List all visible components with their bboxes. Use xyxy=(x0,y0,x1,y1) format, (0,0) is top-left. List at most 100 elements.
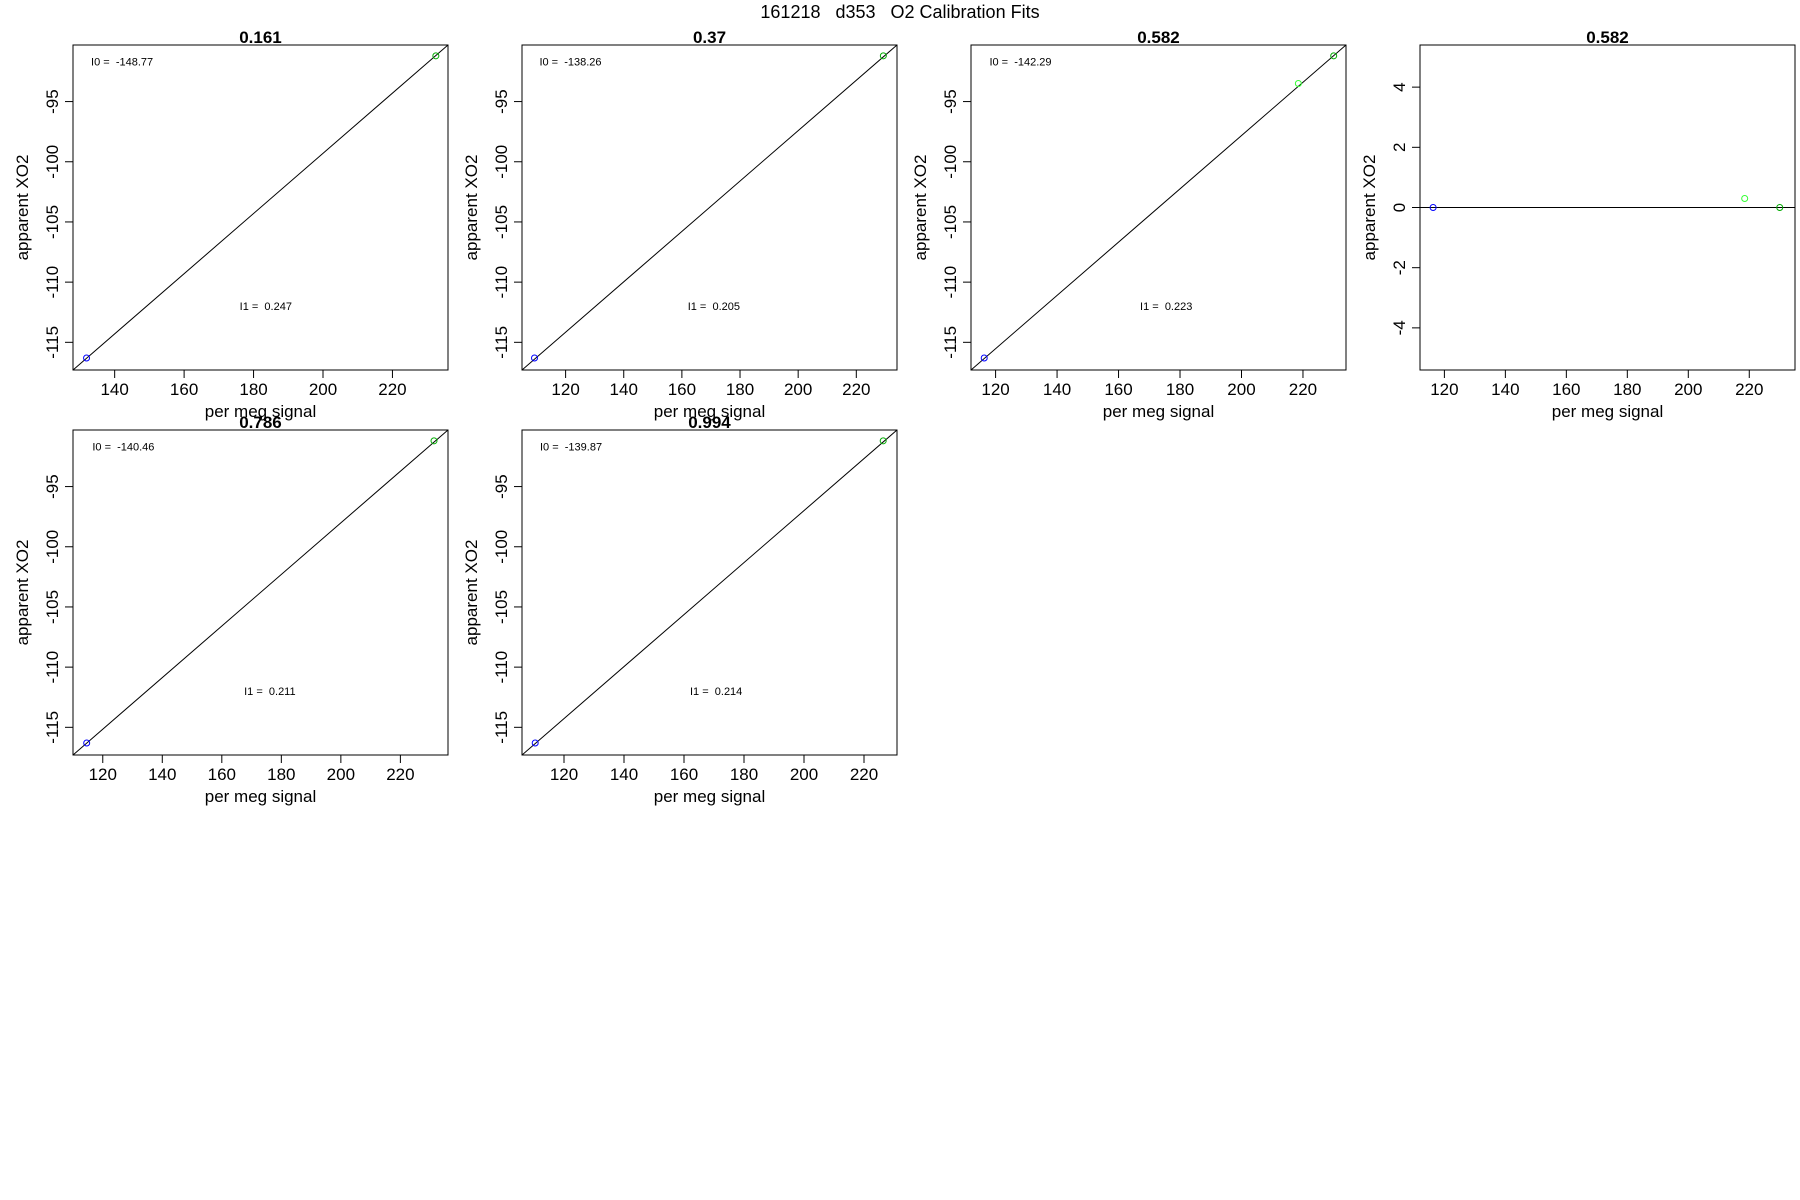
x-tick-label: 160 xyxy=(1552,380,1580,399)
data-point xyxy=(879,437,887,445)
fit-line xyxy=(73,45,448,370)
y-tick-label: 4 xyxy=(1390,82,1409,91)
x-tick-label: 200 xyxy=(327,765,355,784)
x-tick-label: 120 xyxy=(550,765,578,784)
data-point xyxy=(83,354,91,362)
fit-line xyxy=(522,430,897,755)
x-tick-label: 200 xyxy=(1674,380,1702,399)
x-tick-label: 200 xyxy=(784,380,812,399)
y-tick-label: 0 xyxy=(1390,203,1409,212)
fit-annotation: I1 = 0.223 xyxy=(1140,301,1192,313)
fit-annotation: I0 = -148.77 xyxy=(91,56,153,68)
data-point xyxy=(1429,204,1437,211)
fit-line xyxy=(73,430,448,755)
y-tick-label: -95 xyxy=(492,89,511,114)
fit-line xyxy=(522,45,897,370)
x-tick-label: 160 xyxy=(1104,380,1132,399)
fit-annotation: I0 = -139.87 xyxy=(540,441,602,453)
y-tick-label: -100 xyxy=(43,530,62,564)
x-tick-label: 200 xyxy=(1227,380,1255,399)
x-axis-label: per meg signal xyxy=(1103,402,1215,421)
x-tick-label: 200 xyxy=(309,380,337,399)
y-tick-label: -115 xyxy=(43,326,62,359)
panel-3: 0.582 120 140 160 180 200 220 per meg signal -11… xyxy=(911,28,1347,421)
y-tick-label: -95 xyxy=(43,89,62,114)
x-tick-label: 220 xyxy=(386,765,414,784)
fit-annotation: I0 = -142.29 xyxy=(989,56,1051,68)
y-tick-label: -105 xyxy=(43,205,62,239)
y-tick-label: -100 xyxy=(941,145,960,179)
x-tick-label: 180 xyxy=(267,765,295,784)
y-tick-label: -110 xyxy=(492,651,511,684)
y-tick-label: -100 xyxy=(43,145,62,179)
panel-1: 0.161 140 160 180 200 220 per meg signal -115 -1… xyxy=(13,28,449,421)
data-point xyxy=(1776,204,1784,211)
data-point xyxy=(879,52,887,60)
x-tick-label: 220 xyxy=(850,765,878,784)
y-axis-label: apparent XO2 xyxy=(13,540,32,646)
panel-title: 0.582 xyxy=(1137,28,1180,47)
y-tick-label: -100 xyxy=(492,145,511,179)
x-tick-label: 160 xyxy=(670,765,698,784)
fit-annotation: I1 = 0.214 xyxy=(690,686,742,698)
x-tick-label: 220 xyxy=(378,380,406,399)
panel-title: 0.37 xyxy=(693,28,726,47)
y-axis-label: apparent XO2 xyxy=(1360,155,1379,261)
y-tick-label: -95 xyxy=(492,474,511,499)
y-tick-label: -100 xyxy=(492,530,511,564)
x-tick-label: 120 xyxy=(89,765,117,784)
figure-title: 161218 d353 O2 Calibration Fits xyxy=(760,2,1040,22)
x-tick-label: 120 xyxy=(1430,380,1458,399)
data-point xyxy=(83,739,91,747)
x-tick-label: 160 xyxy=(208,765,236,784)
x-tick-label: 140 xyxy=(1491,380,1519,399)
data-point xyxy=(1294,80,1302,88)
x-tick-label: 140 xyxy=(100,380,128,399)
fit-annotation: I0 = -140.46 xyxy=(92,441,154,453)
panel-title: 0.994 xyxy=(688,413,731,432)
x-tick-label: 180 xyxy=(730,765,758,784)
fit-annotation: I1 = 0.247 xyxy=(240,301,292,313)
x-tick-label: 220 xyxy=(1735,380,1763,399)
data-point xyxy=(1741,194,1749,202)
x-tick-label: 180 xyxy=(1613,380,1641,399)
panel-6: 0.994 120 140 160 180 200 220 per meg signal -11… xyxy=(462,413,898,806)
x-tick-label: 220 xyxy=(842,380,870,399)
y-tick-label: -110 xyxy=(941,266,960,299)
y-tick-label: -110 xyxy=(43,651,62,684)
x-tick-label: 160 xyxy=(668,380,696,399)
y-tick-label: -105 xyxy=(492,205,511,239)
x-tick-label: 140 xyxy=(1043,380,1071,399)
y-tick-label: -95 xyxy=(941,89,960,114)
panel-4: 0.582 120 140 160 180 200 220 per meg signal -4 -… xyxy=(1360,28,1796,421)
x-tick-label: 140 xyxy=(148,765,176,784)
x-tick-label: 220 xyxy=(1289,380,1317,399)
y-tick-label: -105 xyxy=(43,590,62,624)
y-tick-label: -105 xyxy=(492,590,511,624)
fit-line xyxy=(971,45,1346,370)
y-axis-label: apparent XO2 xyxy=(911,155,930,261)
y-tick-label: -4 xyxy=(1390,320,1409,335)
fit-annotation: I1 = 0.211 xyxy=(244,686,295,698)
y-axis-label: apparent XO2 xyxy=(462,540,481,646)
data-point xyxy=(1330,52,1338,60)
x-tick-label: 120 xyxy=(551,380,579,399)
data-point xyxy=(531,739,539,747)
y-tick-label: -2 xyxy=(1390,260,1409,275)
y-tick-label: -115 xyxy=(492,326,511,359)
y-tick-label: -115 xyxy=(941,326,960,359)
fit-annotation: I0 = -138.26 xyxy=(539,56,601,68)
fit-annotation: I1 = 0.205 xyxy=(688,301,740,313)
y-tick-label: -110 xyxy=(43,266,62,299)
panel-2: 0.37 120 140 160 180 200 220 per meg signal -115… xyxy=(462,28,898,421)
x-tick-label: 180 xyxy=(239,380,267,399)
x-tick-label: 180 xyxy=(1166,380,1194,399)
y-tick-label: -115 xyxy=(43,711,62,744)
x-axis-label: per meg signal xyxy=(205,787,317,806)
y-axis-label: apparent XO2 xyxy=(13,155,32,261)
panel-title: 0.786 xyxy=(239,413,282,432)
x-tick-label: 120 xyxy=(981,380,1009,399)
data-point xyxy=(980,354,988,362)
x-axis-label: per meg signal xyxy=(654,402,766,421)
